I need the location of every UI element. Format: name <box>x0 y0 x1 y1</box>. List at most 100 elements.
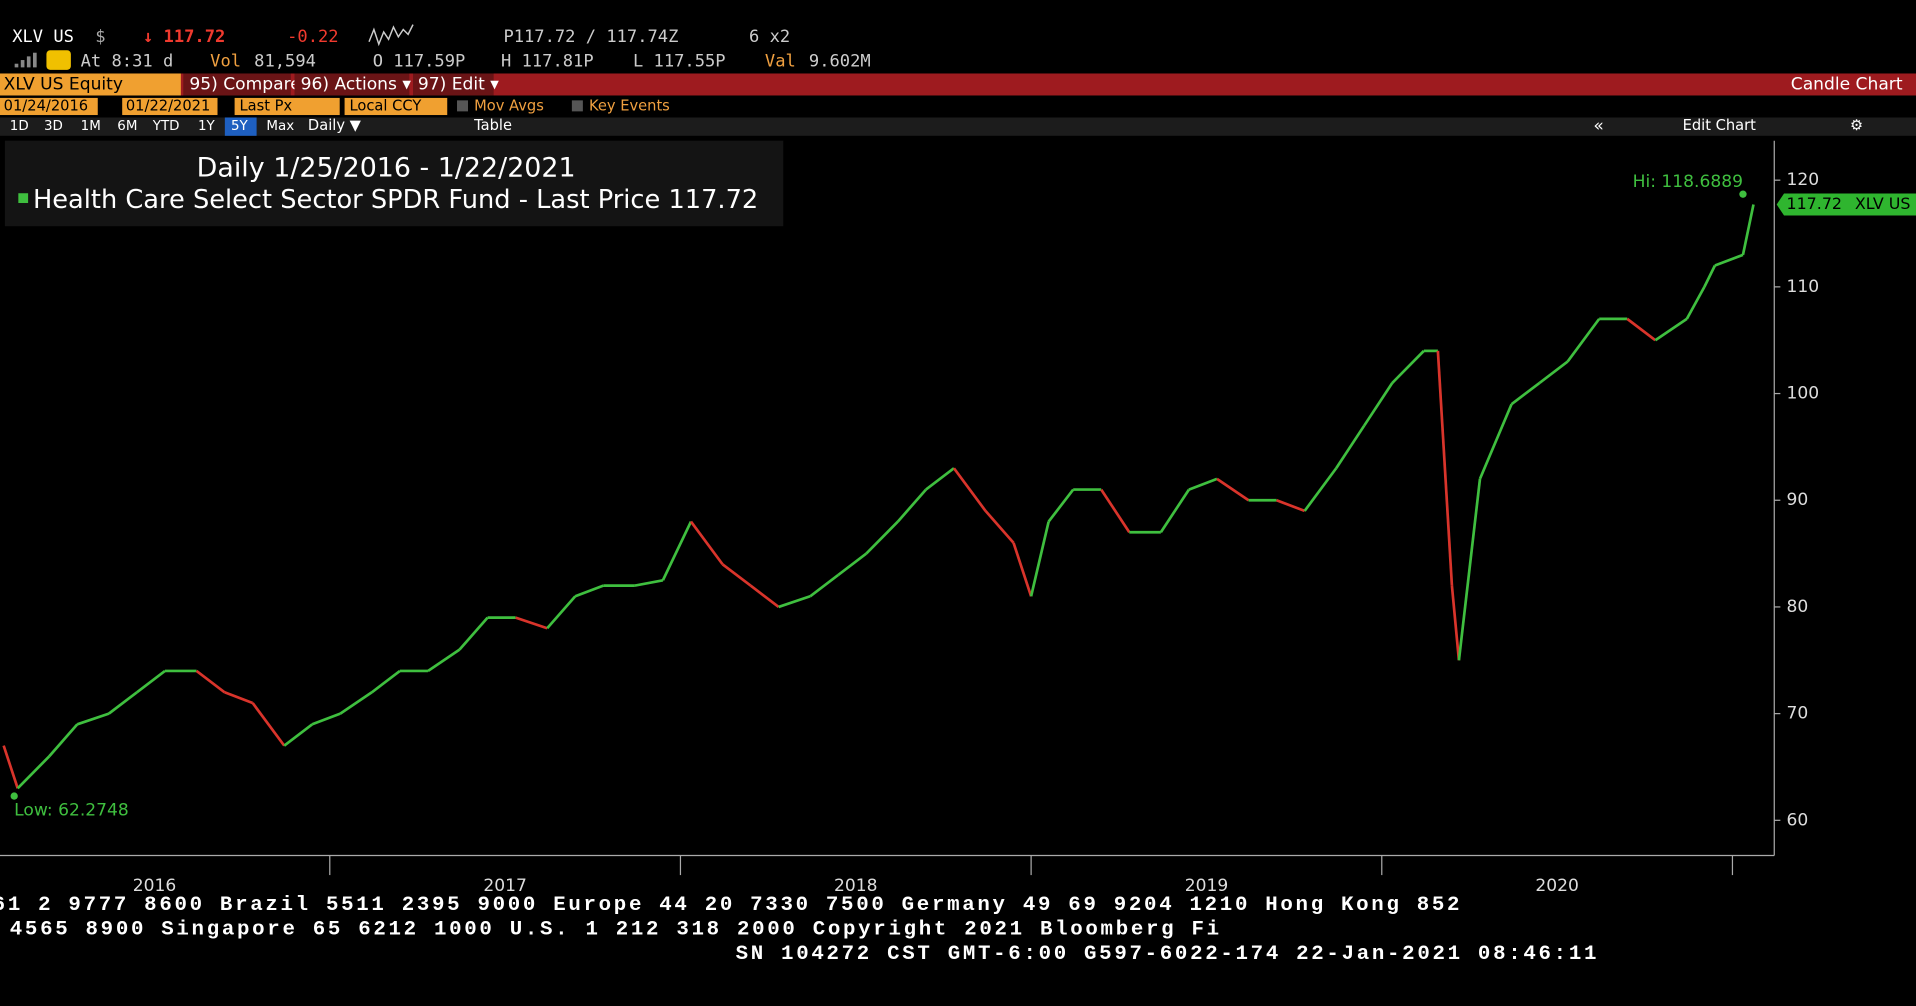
vol-label: Vol <box>210 51 241 71</box>
start-date-box[interactable] <box>0 97 98 116</box>
period-button[interactable]: 3D <box>44 119 63 134</box>
period-button[interactable]: 1M <box>81 119 101 134</box>
checkbox[interactable] <box>571 100 583 112</box>
price-segment <box>1100 488 1131 533</box>
period-button[interactable]: 5Y <box>231 119 249 134</box>
period-button[interactable]: 1D <box>10 119 29 134</box>
period-button[interactable]: 1Y <box>198 119 216 134</box>
security-box[interactable] <box>0 73 181 96</box>
bid-ask: P117.72 / 117.74Z <box>503 27 678 47</box>
legend-entry: Health Care Select Sector SPDR Fund - La… <box>33 185 758 215</box>
y-tick-label: 90 <box>1786 490 1808 510</box>
volume: 81,594 <box>254 51 316 71</box>
price-segment <box>1510 381 1541 406</box>
collapse-icon[interactable]: « <box>1593 116 1603 136</box>
price-segment <box>251 702 286 747</box>
x-tick-label: 2020 <box>1535 876 1579 896</box>
price-segment <box>984 510 1015 544</box>
edit-button[interactable] <box>413 73 494 96</box>
y-tick-label: 120 <box>1786 170 1819 190</box>
price-segment <box>837 552 868 577</box>
ticker: XLV US <box>12 27 74 47</box>
x-tick-label: 2019 <box>1185 876 1229 896</box>
price-segment <box>1216 477 1250 502</box>
sparkline-icon <box>368 24 414 47</box>
currency-box[interactable] <box>344 97 448 116</box>
price-segment <box>1303 467 1338 512</box>
currency: $ <box>95 27 105 47</box>
price-segment <box>371 669 401 694</box>
price-segment <box>1703 264 1717 288</box>
end-date-box[interactable] <box>122 97 218 116</box>
x-tick-label: 2016 <box>133 876 177 896</box>
price-segment <box>1450 585 1461 661</box>
price-tag-value: 117.72 <box>1786 194 1842 213</box>
security[interactable]: XLV US Equity <box>4 74 123 94</box>
badge-icon <box>46 50 71 70</box>
checkbox[interactable] <box>457 100 469 112</box>
price-segment <box>339 691 373 715</box>
price-segment <box>136 669 166 694</box>
legend-swatch <box>18 193 29 204</box>
tape-line: SN 104272 CST GMT-6:00 G597-6022-174 22-… <box>736 943 1600 966</box>
price-segment <box>1029 521 1050 597</box>
period-button[interactable]: Max <box>266 119 294 134</box>
price-segment <box>1276 498 1306 513</box>
price-segment <box>1654 317 1688 342</box>
field[interactable]: Last Px <box>240 97 293 114</box>
edit-chart[interactable]: Edit Chart <box>1683 117 1757 134</box>
last-price: ↓ 117.72 <box>143 27 225 47</box>
low-marker <box>10 792 18 800</box>
table[interactable]: Table <box>473 117 512 134</box>
actions[interactable]: 96) Actions ▾ <box>301 74 412 94</box>
tape-line: 61 2 9777 8600 Brazil 5511 2395 9000 Eur… <box>0 894 1462 917</box>
chart-title: Daily 1/25/2016 - 1/22/2021 <box>197 152 576 183</box>
price-segment <box>108 691 138 715</box>
settings-icon[interactable]: ⚙ <box>1850 117 1863 134</box>
price-segment <box>427 648 461 673</box>
price-segment <box>48 723 79 758</box>
period-selected[interactable] <box>224 117 257 136</box>
period-button[interactable]: YTD <box>152 119 180 134</box>
price-segment <box>865 520 899 555</box>
price-segment <box>1685 286 1706 320</box>
price-segment <box>1566 318 1601 363</box>
price-segment <box>721 563 752 587</box>
start-date[interactable]: 01/24/2016 <box>4 97 88 114</box>
price-segment <box>1538 360 1569 384</box>
size: 6 x2 <box>749 27 790 47</box>
price-segment <box>1335 424 1366 469</box>
price-tag <box>1776 193 1916 216</box>
price-segment <box>224 691 254 705</box>
compare-button[interactable] <box>183 73 291 96</box>
high-marker <box>1739 190 1747 198</box>
low: L 117.55P <box>633 51 726 71</box>
y-tick-label: 100 <box>1786 384 1819 404</box>
compare[interactable]: 95) Compare <box>189 74 300 94</box>
period-button[interactable]: 6M <box>117 119 137 134</box>
mov-avgs[interactable]: Mov Avgs <box>474 97 544 114</box>
price-segment <box>1714 253 1744 267</box>
frequency[interactable]: Daily ▼ <box>308 117 362 134</box>
tape-line: 4565 8900 Singapore 65 6212 1000 U.S. 1 … <box>10 918 1222 941</box>
end-date[interactable]: 01/22/2021 <box>126 97 210 114</box>
actions-button[interactable] <box>294 73 410 96</box>
currency-field[interactable]: Local CCY <box>349 97 421 114</box>
price-segment <box>1436 350 1454 586</box>
key-events[interactable]: Key Events <box>589 97 670 114</box>
price-segment <box>689 520 724 566</box>
edit[interactable]: 97) Edit ▾ <box>418 74 499 94</box>
price-segment <box>574 584 604 598</box>
price-segment <box>546 595 577 630</box>
field-box[interactable] <box>234 97 340 116</box>
change: -0.22 <box>287 27 338 47</box>
open: O 117.59P <box>373 51 466 71</box>
price-segment <box>661 521 693 581</box>
price-segment <box>1391 349 1425 384</box>
high: H 117.81P <box>501 51 594 71</box>
price-segment <box>1626 317 1657 342</box>
value-traded: 9.602M <box>809 51 871 71</box>
x-tick-label: 2018 <box>834 876 878 896</box>
price-segment <box>2 745 19 789</box>
